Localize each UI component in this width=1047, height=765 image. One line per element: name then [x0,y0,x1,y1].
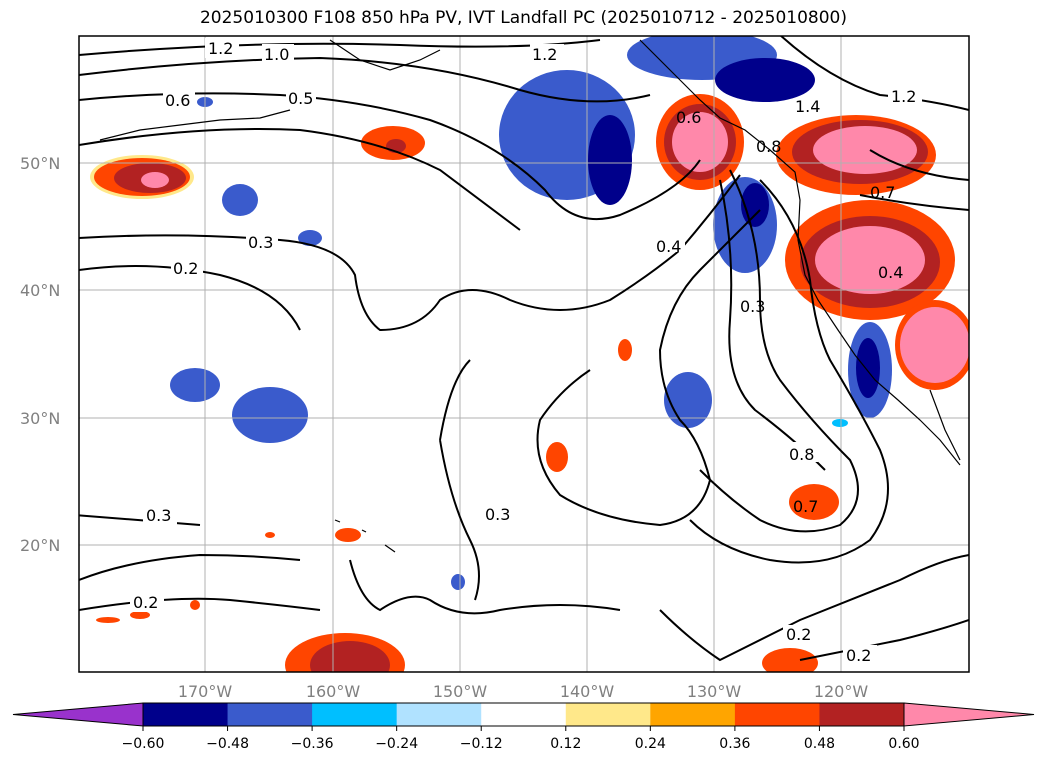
lat-label: 30°N [20,409,60,428]
colorbar-tick-label: −0.24 [375,736,418,752]
contour-label: 1.2 [532,45,557,64]
colorbar-segment [819,703,905,726]
lon-label: 170°W [178,682,233,701]
pv-contours [79,36,969,662]
contour-label: 0.2 [133,593,158,612]
lat-axis-labels: 50°N 40°N 30°N 20°N [20,154,60,555]
negative-shading [170,36,892,590]
contour-label: 0.3 [248,233,273,252]
contour-label: 0.2 [173,259,198,278]
colorbar-tick-label: −0.36 [291,736,334,752]
contour-labels: 1.2 1.0 1.2 0.6 0.5 0.6 1.4 1.2 0.8 0.7 … [130,38,922,665]
colorbar: −0.60 −0.48 −0.36 −0.24 −0.12 0.12 0.24 0.36 0.4… [12,702,1035,752]
contour-label: 1.4 [795,97,820,116]
contour-label: 0.7 [793,497,818,516]
map-plot-area: 1.2 1.0 1.2 0.6 0.5 0.6 1.4 1.2 0.8 0.7 … [79,36,969,672]
contour-label: 0.4 [878,263,903,282]
contour-label: 0.4 [656,237,681,256]
map-title: 2025010300 F108 850 hPa PV, IVT Landfall… [199,8,847,28]
lon-label: 130°W [687,682,742,701]
gridlines [79,36,969,672]
colorbar-segment [565,703,651,726]
colorbar-tick-label: 0.36 [719,736,750,752]
lon-axis-labels: 170°W 160°W 150°W 140°W 130°W 120°W [178,682,869,701]
contour-label: 0.7 [870,183,895,202]
colorbar-segment [312,703,398,726]
colorbar-segment [734,703,820,726]
lon-label: 120°W [814,682,869,701]
contour-label: 0.5 [288,89,313,108]
map-frame [78,35,970,673]
contour-label: 0.6 [165,91,190,110]
colorbar-tick-label: 0.24 [635,736,666,752]
lat-label: 40°N [20,281,60,300]
colorbar-segment [143,703,229,726]
contour-label: 0.8 [756,137,781,156]
colorbar-extend-low [12,702,144,727]
contour-label: 0.8 [789,445,814,464]
colorbar-tick-label: 0.12 [550,736,581,752]
colorbar-tick-label: 0.60 [888,736,919,752]
contour-label: 1.0 [264,45,289,64]
colorbar-segment [481,703,567,726]
colorbar-segment [650,703,736,726]
lat-label: 50°N [20,154,60,173]
colorbar-extend-high [903,702,1035,727]
contour-label: 0.2 [846,646,871,665]
contour-label: 0.3 [740,297,765,316]
colorbar-tick-label: 0.48 [804,736,835,752]
contour-label: 0.3 [485,505,510,524]
colorbar-tick-label: −0.60 [122,736,165,752]
contour-label: 1.2 [208,39,233,58]
contour-label: 0.3 [146,506,171,525]
lon-label: 150°W [433,682,488,701]
colorbar-tick-label: −0.48 [206,736,249,752]
colorbar-frame [142,702,905,727]
coastlines [99,39,961,553]
contour-label: 1.2 [891,87,916,106]
lon-label: 160°W [306,682,361,701]
colorbar-segment [227,703,313,726]
lon-label: 140°W [560,682,615,701]
contour-label: 0.2 [786,625,811,644]
colorbar-segment [396,703,482,726]
lat-label: 20°N [20,536,60,555]
colorbar-tick-label: −0.12 [460,736,503,752]
contour-label: 0.6 [676,108,701,127]
